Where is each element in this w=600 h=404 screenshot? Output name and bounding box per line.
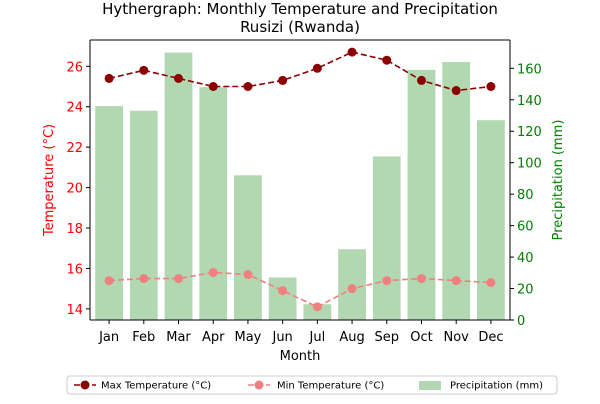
precipitation-bar xyxy=(372,156,401,320)
temperature-lines xyxy=(104,47,496,312)
max-temperature-point xyxy=(278,75,288,85)
precipitation-bar xyxy=(129,110,158,320)
left-y-tick-label: 18 xyxy=(66,222,83,237)
precipitation-bar xyxy=(199,87,228,320)
min-temperature-point xyxy=(174,274,184,284)
min-temperature-point xyxy=(312,302,322,312)
plot-axes xyxy=(89,39,511,321)
max-temperature-line xyxy=(108,51,492,92)
right-y-tick-label: 120 xyxy=(517,125,542,140)
x-tick-label: Mar xyxy=(166,330,191,345)
max-temperature-point xyxy=(139,65,149,75)
x-tick-label: Jan xyxy=(98,330,119,345)
x-tick-label: May xyxy=(234,330,261,345)
left-y-axis-label: Temperature (°C) xyxy=(42,124,57,237)
legend-max-marker xyxy=(80,380,90,390)
x-axis-label: Month xyxy=(280,349,321,364)
x-axis-ticks: Jan Feb Mar Apr May Jun Jul Aug Sep Oct Nov Dec xyxy=(98,320,503,345)
precipitation-bar xyxy=(234,175,262,320)
legend-precip-label: Precipitation (mm) xyxy=(450,381,543,392)
max-temperature-point xyxy=(312,63,322,73)
min-temperature-point xyxy=(104,276,114,286)
x-tick-label: Sep xyxy=(375,330,400,345)
x-tick-label: Feb xyxy=(132,330,155,345)
left-y-tick-label: 22 xyxy=(66,141,83,156)
right-y-tick-label: 140 xyxy=(517,94,542,109)
legend-min-marker xyxy=(254,380,264,390)
left-y-tick-label: 14 xyxy=(66,303,83,318)
max-temperature-point xyxy=(104,73,114,83)
left-y-tick-label: 16 xyxy=(66,262,83,277)
max-temperature-point xyxy=(451,86,461,96)
min-temperature-point xyxy=(451,276,461,286)
right-y-axis-ticks: 0 20 40 60 80 100 120 140 160 xyxy=(510,62,542,329)
right-y-tick-label: 160 xyxy=(517,62,542,77)
min-temperature-point xyxy=(416,274,426,284)
right-y-tick-label: 40 xyxy=(517,251,534,266)
right-y-axis-label: Precipitation (mm) xyxy=(551,120,566,241)
precipitation-bar xyxy=(268,277,297,320)
chart-legend: Max Temperature (°C) Min Temperature (°C)… xyxy=(66,375,558,395)
precipitation-bar xyxy=(95,106,123,320)
x-tick-label: Dec xyxy=(478,330,503,345)
x-tick-label: Oct xyxy=(410,330,432,345)
left-y-tick-label: 20 xyxy=(66,182,83,197)
max-temperature-point xyxy=(416,75,426,85)
right-y-tick-label: 0 xyxy=(517,314,525,329)
x-tick-label: Jun xyxy=(271,330,292,345)
max-temperature-point xyxy=(486,81,496,91)
precipitation-bar xyxy=(477,120,505,320)
x-tick-label: Aug xyxy=(339,330,364,345)
legend-max-label: Max Temperature (°C) xyxy=(101,381,211,392)
chart-title-line2: Rusizi (Rwanda) xyxy=(240,18,360,36)
min-temperature-point xyxy=(382,276,392,286)
left-y-tick-label: 26 xyxy=(66,60,83,75)
min-temperature-point xyxy=(278,286,288,296)
min-temperature-line xyxy=(109,271,491,308)
right-y-tick-label: 60 xyxy=(517,220,534,235)
x-tick-label: Nov xyxy=(444,330,470,345)
chart-title-line1: Hythergraph: Monthly Temperature and Pre… xyxy=(102,0,498,18)
right-y-tick-label: 20 xyxy=(517,283,534,298)
precipitation-bar xyxy=(303,304,332,320)
legend-precip-swatch xyxy=(419,381,441,390)
min-temperature-point xyxy=(208,267,218,277)
left-y-axis-ticks: 14 16 18 20 22 24 26 xyxy=(66,60,90,318)
min-temperature-point xyxy=(486,278,496,288)
max-temperature-point xyxy=(243,81,253,91)
max-temperature-point xyxy=(347,47,357,57)
left-y-tick-label: 24 xyxy=(66,101,83,116)
min-temperature-point xyxy=(139,274,149,284)
min-temperature-point xyxy=(347,284,357,294)
max-temperature-point xyxy=(174,73,184,83)
x-tick-label: Apr xyxy=(202,330,225,345)
min-temperature-point xyxy=(243,270,253,280)
right-y-tick-label: 100 xyxy=(517,157,542,172)
x-tick-label: Jul xyxy=(309,330,326,345)
right-y-tick-label: 80 xyxy=(517,188,534,203)
legend-min-label: Min Temperature (°C) xyxy=(277,381,384,392)
max-temperature-point xyxy=(382,55,392,65)
max-temperature-point xyxy=(208,81,218,91)
